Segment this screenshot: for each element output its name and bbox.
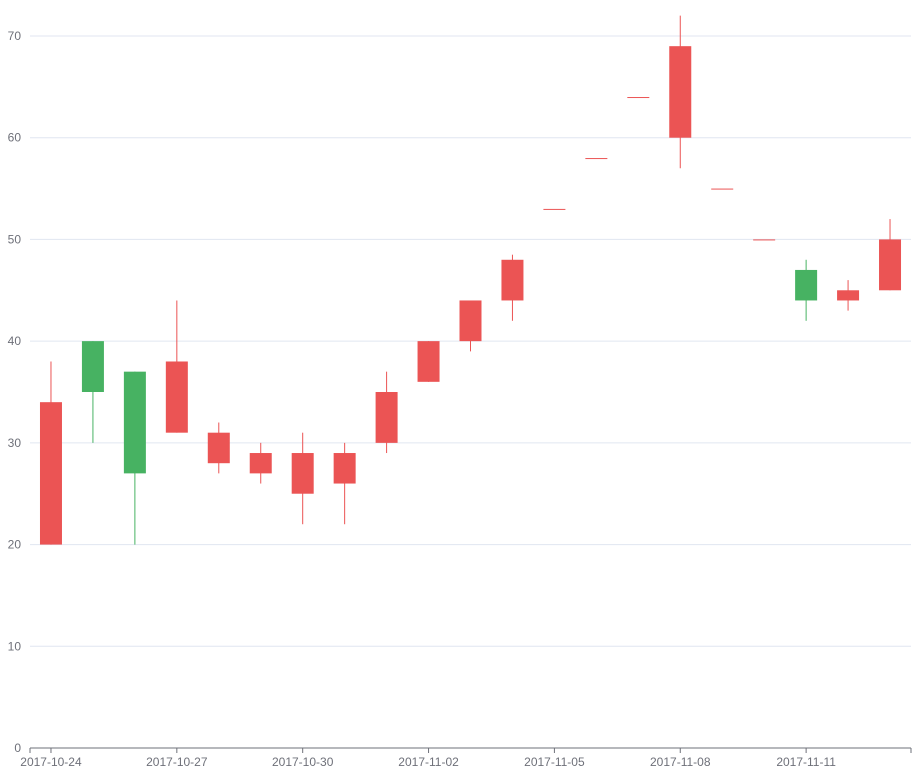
candle: [333, 442, 356, 525]
candle-body: [333, 453, 356, 484]
candle: [543, 208, 566, 210]
candle-body: [375, 392, 398, 443]
candle: [627, 97, 650, 99]
candle: [417, 341, 440, 382]
candle-body: [39, 402, 62, 545]
candle-body: [795, 269, 818, 301]
candle-body: [291, 453, 314, 494]
x-tick-label: 2017-10-27: [146, 755, 208, 769]
candle-body: [123, 371, 146, 474]
tick-labels: 0 10 20 30 40 50 60 70 2017-10-24 2017-10-27 2017-…: [8, 29, 837, 769]
candle-body: [81, 341, 104, 392]
y-tick-label: 10: [8, 639, 22, 653]
y-tick-label: 60: [8, 131, 22, 145]
candle-body: [417, 341, 440, 382]
candle-body: [459, 300, 482, 342]
candle: [879, 219, 902, 291]
x-tick-label: 2017-10-30: [272, 755, 334, 769]
candles: [39, 15, 902, 545]
y-tick-label: 40: [8, 334, 22, 348]
candle: [711, 188, 734, 190]
candle: [249, 442, 272, 484]
candle: [585, 158, 608, 160]
x-tick-label: 2017-11-02: [398, 755, 459, 769]
candle: [753, 239, 776, 241]
x-tick-label: 2017-11-08: [650, 755, 711, 769]
axes: [29, 747, 912, 753]
candle: [39, 361, 62, 545]
candle-body: [165, 361, 188, 433]
candle-body: [585, 158, 608, 160]
candle-body: [753, 239, 776, 241]
x-tick-label: 2017-11-05: [524, 755, 585, 769]
candle-body: [543, 208, 566, 210]
candle: [123, 371, 146, 545]
candle: [207, 422, 230, 474]
candle: [375, 371, 398, 454]
candle-body: [249, 453, 272, 474]
y-tick-label: 50: [8, 232, 22, 246]
candle-body: [669, 46, 692, 138]
candle-body: [627, 97, 650, 99]
candle: [459, 300, 482, 352]
y-tick-label: 30: [8, 436, 22, 450]
candle: [669, 15, 692, 169]
candle: [795, 259, 818, 321]
candle-body: [501, 259, 524, 301]
y-tick-label: 0: [14, 741, 21, 755]
candle: [291, 432, 314, 525]
x-tick-label: 2017-11-11: [776, 755, 836, 769]
y-tick-label: 20: [8, 538, 22, 552]
candle: [165, 300, 188, 433]
y-tick-label: 70: [8, 29, 22, 43]
candle: [837, 280, 860, 311]
candle: [501, 254, 524, 321]
candle-body: [207, 432, 230, 464]
candle: [81, 341, 104, 443]
candle-body: [879, 239, 902, 291]
candle-body: [711, 188, 734, 190]
candle-body: [837, 290, 860, 301]
x-tick-label: 2017-10-24: [20, 755, 82, 769]
